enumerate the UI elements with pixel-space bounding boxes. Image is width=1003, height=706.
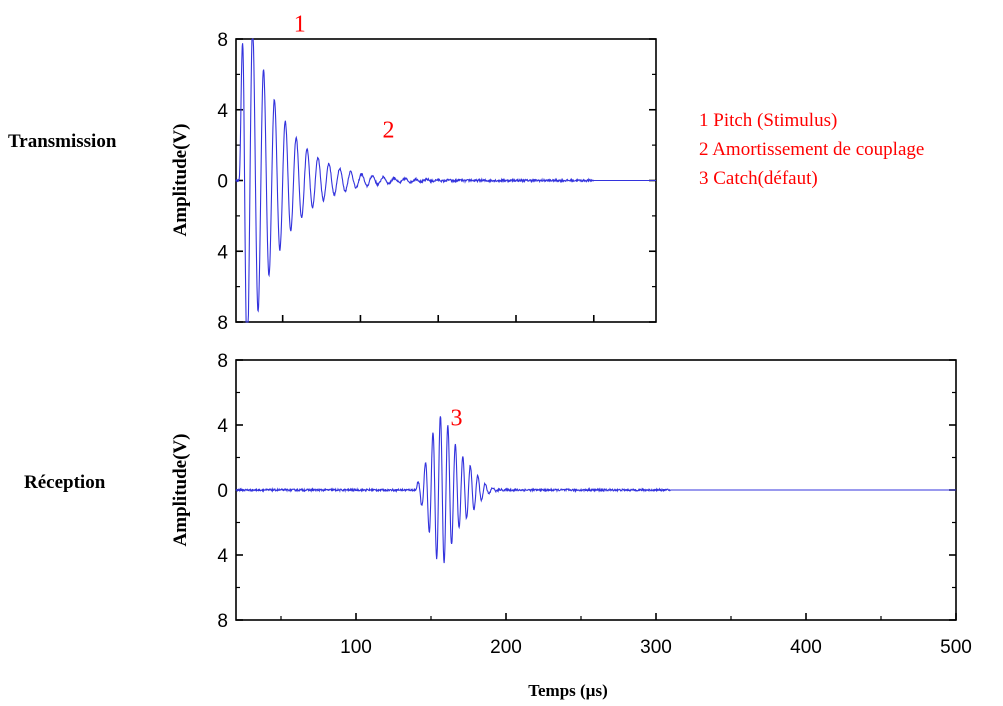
bottom-signal-line: [235, 416, 956, 564]
plot-reception: 8 4 0 4 8 100 200 300 400 500 3: [217, 351, 971, 658]
ylabel-top: Amplitude(V): [170, 124, 191, 237]
annotations-top: 12: [294, 11, 395, 143]
bottom-ytick-label-3: 4: [217, 546, 228, 567]
bottom-xtick-label-0: 100: [340, 637, 372, 658]
bottom-ytick-label-4: 8: [217, 611, 228, 632]
top-signal-line: [235, 38, 656, 323]
legend-item-1: 1 Pitch (Stimulus): [699, 110, 837, 131]
top-annotation-2: 2: [382, 117, 394, 143]
row-label-transmission: Transmission: [8, 131, 117, 152]
ylabel-bottom: Amplitude(V): [170, 434, 191, 547]
top-ytick-label-2: 0: [217, 172, 228, 193]
bottom-ytick-label-0: 8: [217, 351, 228, 372]
bottom-annotation-3: 3: [451, 405, 463, 431]
row-label-reception: Réception: [24, 472, 106, 493]
ticks-bottom: 8 4 0 4 8 100 200 300 400 500: [217, 351, 971, 658]
xlabel-bottom: Temps (µs): [528, 681, 608, 700]
bottom-ytick-label-2: 0: [217, 481, 228, 502]
top-ytick-label-4: 8: [217, 313, 228, 334]
bottom-xtick-label-4: 500: [940, 637, 972, 658]
top-ytick-label-3: 4: [217, 242, 228, 263]
top-annotation-1: 1: [294, 11, 306, 37]
legend-item-3: 3 Catch(défaut): [699, 168, 818, 189]
bottom-xtick-label-1: 200: [490, 637, 522, 658]
top-ytick-label-0: 8: [217, 30, 228, 51]
bottom-xtick-label-3: 400: [790, 637, 822, 658]
signal-reception: [235, 416, 956, 564]
signal-transmission: [235, 38, 656, 323]
bottom-xtick-label-2: 300: [640, 637, 672, 658]
bottom-ytick-label-1: 4: [217, 416, 228, 437]
y-ticks-top: 8 4 0 4 8: [217, 30, 656, 334]
top-ytick-label-1: 4: [217, 101, 228, 122]
annotations-bottom: 3: [451, 405, 463, 431]
legend: 1 Pitch (Stimulus) 2 Amortissement de co…: [699, 110, 924, 189]
legend-item-2: 2 Amortissement de couplage: [699, 139, 924, 160]
